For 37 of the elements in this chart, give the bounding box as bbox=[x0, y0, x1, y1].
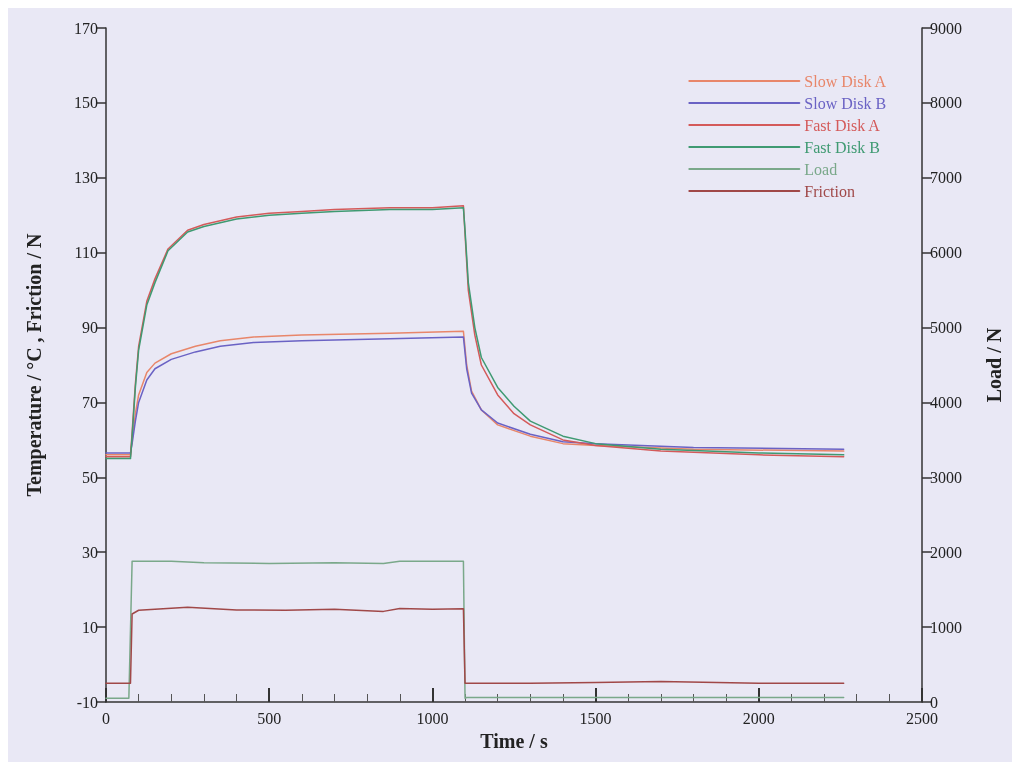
text: Fast Disk A bbox=[804, 116, 881, 134]
text: Fast Disk B bbox=[804, 138, 880, 156]
x-tick-label: 0 bbox=[102, 709, 110, 727]
y2-tick-label: 2000 bbox=[930, 543, 962, 561]
y-tick-label: 90 bbox=[82, 319, 98, 337]
x-tick-label: 1500 bbox=[579, 709, 612, 727]
y2-tick-label: 9000 bbox=[930, 19, 962, 37]
y-tick-label: 170 bbox=[74, 19, 98, 37]
x-tick-label: 500 bbox=[257, 709, 282, 727]
x-axis-title: Time / s bbox=[480, 729, 548, 752]
y-tick-label: 110 bbox=[74, 244, 98, 262]
y2-tick-label: 3000 bbox=[930, 468, 962, 486]
x-tick-label: 2500 bbox=[906, 709, 938, 727]
text: Friction bbox=[804, 182, 855, 200]
y2-tick-label: 6000 bbox=[930, 244, 962, 262]
text: Slow Disk A bbox=[804, 72, 887, 90]
line-series bbox=[105, 560, 845, 700]
y-tick-label: 70 bbox=[82, 393, 98, 411]
y2-tick-label: 8000 bbox=[930, 94, 962, 112]
y2-tick-label: 0 bbox=[930, 693, 938, 711]
y-tick-label: 130 bbox=[74, 169, 98, 187]
line-series bbox=[105, 606, 845, 685]
y-tick-label: -10 bbox=[76, 693, 98, 711]
text: Slow Disk B bbox=[804, 94, 887, 112]
y2-tick-label: 7000 bbox=[930, 169, 962, 187]
y-axis-title: Temperature / °C , Friction / N bbox=[23, 232, 46, 497]
y-tick-label: 10 bbox=[82, 618, 98, 636]
text: Load bbox=[804, 160, 838, 178]
x-tick-label: 2000 bbox=[742, 709, 775, 727]
y2-tick-label: 4000 bbox=[930, 393, 962, 411]
y2-axis-title: Load / N bbox=[983, 327, 1005, 403]
y2-tick-label: 1000 bbox=[930, 618, 962, 636]
x-tick-label: 1000 bbox=[416, 709, 449, 727]
y-tick-label: 50 bbox=[82, 468, 98, 486]
y2-tick-label: 5000 bbox=[930, 319, 962, 337]
y-tick-label: 150 bbox=[74, 94, 98, 112]
y-tick-label: 30 bbox=[82, 543, 98, 561]
